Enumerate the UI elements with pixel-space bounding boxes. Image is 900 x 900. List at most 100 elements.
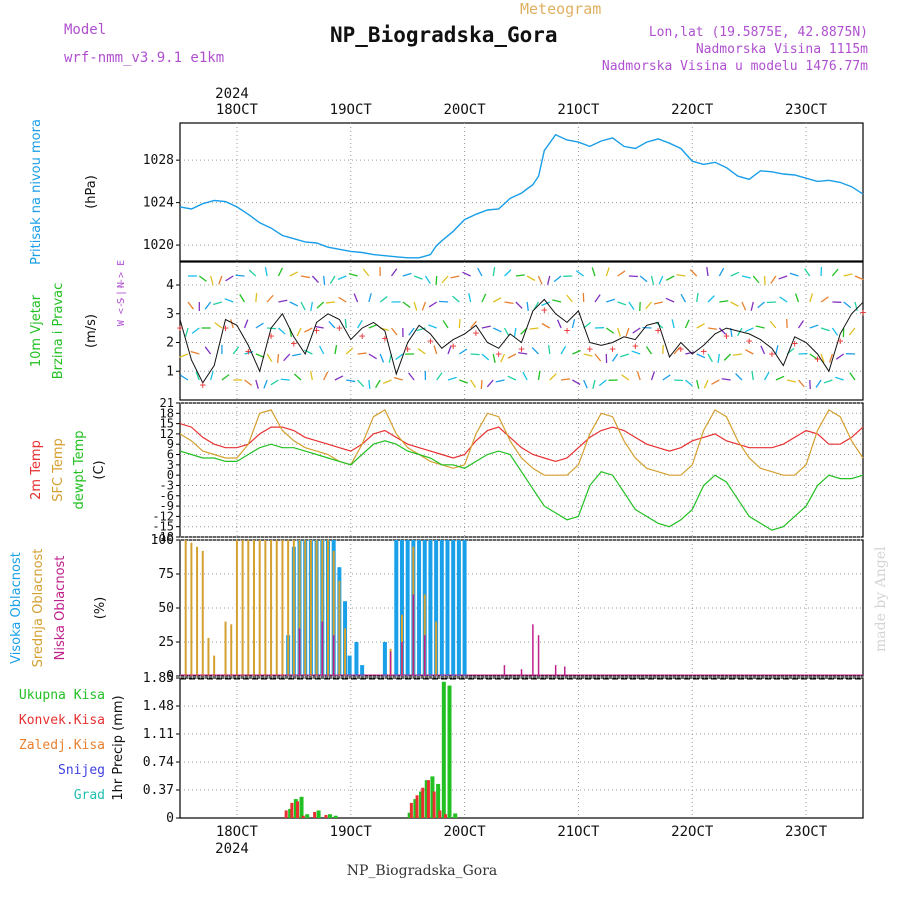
cloud-bar-1-3	[201, 550, 204, 676]
wind-arrow-73	[345, 347, 354, 355]
wind-arrow-96	[402, 301, 411, 308]
wind-arrow-209	[650, 371, 656, 381]
wind-gust-mark-58: +	[837, 334, 844, 347]
wind-gust-mark-6: +	[245, 345, 252, 358]
wind-arrow-104	[408, 372, 415, 381]
wind-arrow-20	[225, 275, 234, 282]
wind-arrow-10	[209, 275, 214, 285]
wind-arrow-186	[606, 298, 616, 303]
precip-bar-1-7	[415, 795, 419, 818]
xtick-top-0: 18OCT	[216, 102, 259, 118]
wind-arrow-221	[680, 293, 686, 303]
wind-gust-mark-32: +	[541, 303, 548, 316]
ylabel-3-2: Niska Oblacnost	[53, 556, 68, 661]
wind-gust-mark-38: +	[609, 342, 616, 355]
precip-bar-0-7	[407, 812, 412, 818]
precip-bar-0-6	[333, 815, 338, 818]
cloud-bar-1-25	[332, 550, 335, 676]
wind-arrow-67	[328, 320, 336, 329]
ytick-label-0-1: 1024	[143, 196, 174, 211]
ylabel-2-3: (C)	[92, 460, 107, 479]
wind-arrow-257	[755, 325, 765, 329]
model-label: Model	[64, 22, 106, 38]
wind-arrow-144	[495, 379, 505, 383]
wind-arrow-90	[390, 268, 398, 277]
wind-arrow-77	[357, 319, 363, 329]
wind-arrow-117	[442, 320, 449, 329]
wind-arrow-71	[338, 296, 347, 303]
wind-arrow-217	[671, 319, 675, 329]
precip-bar-0-1	[293, 799, 298, 818]
precip-bar-1-9	[426, 780, 430, 818]
cloud-bar-1-18	[292, 540, 295, 676]
wind-arrow-283	[820, 353, 825, 363]
wind-arrow-48	[283, 353, 291, 362]
wind-gust-mark-28: +	[495, 347, 502, 360]
wind-gust-mark-60: +	[860, 306, 867, 319]
cloud-bar-0-11	[347, 655, 352, 676]
wind-arrow-266	[779, 296, 788, 303]
wind-arrow-50	[300, 275, 311, 279]
ytick-label-2-7: 0	[167, 468, 174, 482]
wind-arrow-159	[537, 371, 541, 381]
temp2m-line	[179, 423, 864, 463]
wind-arrow-155	[537, 275, 543, 285]
wind-arrow-200	[639, 275, 648, 283]
wind-arrow-99	[393, 377, 403, 381]
xtick-top-1: 19OCT	[330, 102, 373, 118]
wind-arrow-252	[744, 327, 754, 333]
cloud-bar-2-1	[321, 621, 324, 676]
wind-arrow-259	[763, 371, 770, 381]
wind-arrow-115	[441, 275, 449, 284]
wind-arrow-76	[353, 293, 359, 303]
wind-arrow-2	[184, 327, 189, 337]
ylabel-1-1: Brzina i Pravac	[51, 283, 66, 380]
wind-arrow-289	[823, 379, 833, 384]
wind-arrow-110	[435, 275, 438, 286]
precip-bar-0-10	[424, 780, 429, 818]
ytick-label-2-5: 6	[167, 448, 174, 462]
wind-arrow-190	[617, 270, 626, 277]
wind-arrow-127	[470, 320, 478, 329]
wind-arrow-128	[470, 353, 480, 356]
wind-arrow-23	[232, 346, 240, 355]
cloud-bar-1-26	[338, 580, 341, 676]
cloud-bar-1-4	[207, 637, 210, 676]
precip-bar-1-0	[284, 810, 288, 818]
wind-gust-mark-34: +	[564, 324, 571, 337]
wind-arrow-258	[760, 345, 766, 355]
ytick-label-2-11: -12	[152, 509, 174, 523]
wind-arrow-211	[653, 301, 663, 305]
cloud-bar-1-17	[287, 540, 290, 676]
meteogram-label: Meteogram	[520, 0, 601, 18]
wind-arrow-229	[696, 379, 700, 389]
compass-n: N	[116, 282, 127, 288]
wind-arrow-16	[213, 301, 223, 306]
wind-arrow-41	[278, 299, 288, 303]
wind-arrow-191	[617, 301, 627, 306]
wind-arrow-251	[750, 301, 754, 311]
wind-arrow-149	[507, 375, 517, 381]
wind-arrow-64	[323, 371, 329, 381]
ytick-label-3-4: 100	[151, 533, 174, 548]
wind-arrow-245	[741, 275, 751, 279]
compass-we: W <--|--> E	[116, 260, 127, 326]
wind-arrow-21	[224, 298, 234, 303]
wind-gust-mark-16: +	[359, 329, 366, 342]
wind-arrow-224	[685, 379, 693, 387]
wind-arrow-227	[696, 323, 705, 329]
wind-arrow-274	[797, 379, 805, 388]
ylabel-3-3: (%)	[93, 597, 108, 620]
precip-bar-0-5	[327, 814, 332, 818]
wind-arrow-166	[552, 299, 562, 303]
wind-arrow-214	[662, 374, 671, 381]
wind-arrow-233	[707, 353, 713, 363]
wind-arrow-223	[685, 351, 695, 355]
wind-arrow-52	[296, 327, 302, 337]
wind-arrow-263	[775, 345, 779, 355]
wind-arrow-243	[723, 353, 732, 361]
legend-total-rain: Ukupna Kisa	[19, 688, 105, 703]
wind-gust-mark-10: +	[291, 337, 298, 350]
cloud-bar-0-23	[439, 540, 444, 676]
wind-arrow-215	[665, 275, 675, 281]
